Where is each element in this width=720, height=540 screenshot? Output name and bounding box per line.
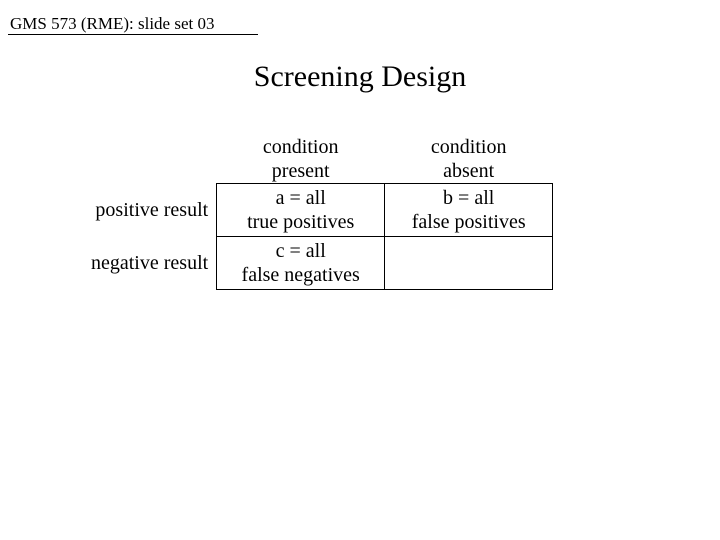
col-header-line: condition [391,135,547,159]
col-header-absent: condition absent [385,135,553,184]
col-header-present: condition present [217,135,385,184]
cell-line: true positives [223,210,378,234]
cell-d [385,237,553,290]
cell-line: a = all [223,186,378,210]
contingency-table: condition present condition absent posit… [85,135,553,290]
cell-c: c = all false negatives [217,237,385,290]
col-header-line: condition [223,135,379,159]
cell-line: false positives [391,210,546,234]
col-header-line: present [223,159,379,183]
table-row: negative result c = all false negatives [85,237,553,290]
blank-corner [85,135,217,184]
cell-b: b = all false positives [385,184,553,237]
cell-line: c = all [223,239,378,263]
cell-line: false negatives [223,263,378,287]
screening-table: condition present condition absent posit… [85,135,553,290]
slide: GMS 573 (RME): slide set 03 Screening De… [0,0,720,540]
slide-header: GMS 573 (RME): slide set 03 [10,14,214,34]
row-label-positive: positive result [85,184,217,237]
cell-a: a = all true positives [217,184,385,237]
table-header-row: condition present condition absent [85,135,553,184]
col-header-line: absent [391,159,547,183]
cell-line: b = all [391,186,546,210]
row-label-negative: negative result [85,237,217,290]
header-text: GMS 573 (RME): slide set 03 [10,14,214,33]
slide-title: Screening Design [0,60,720,94]
header-underline [8,34,258,35]
table-row: positive result a = all true positives b… [85,184,553,237]
